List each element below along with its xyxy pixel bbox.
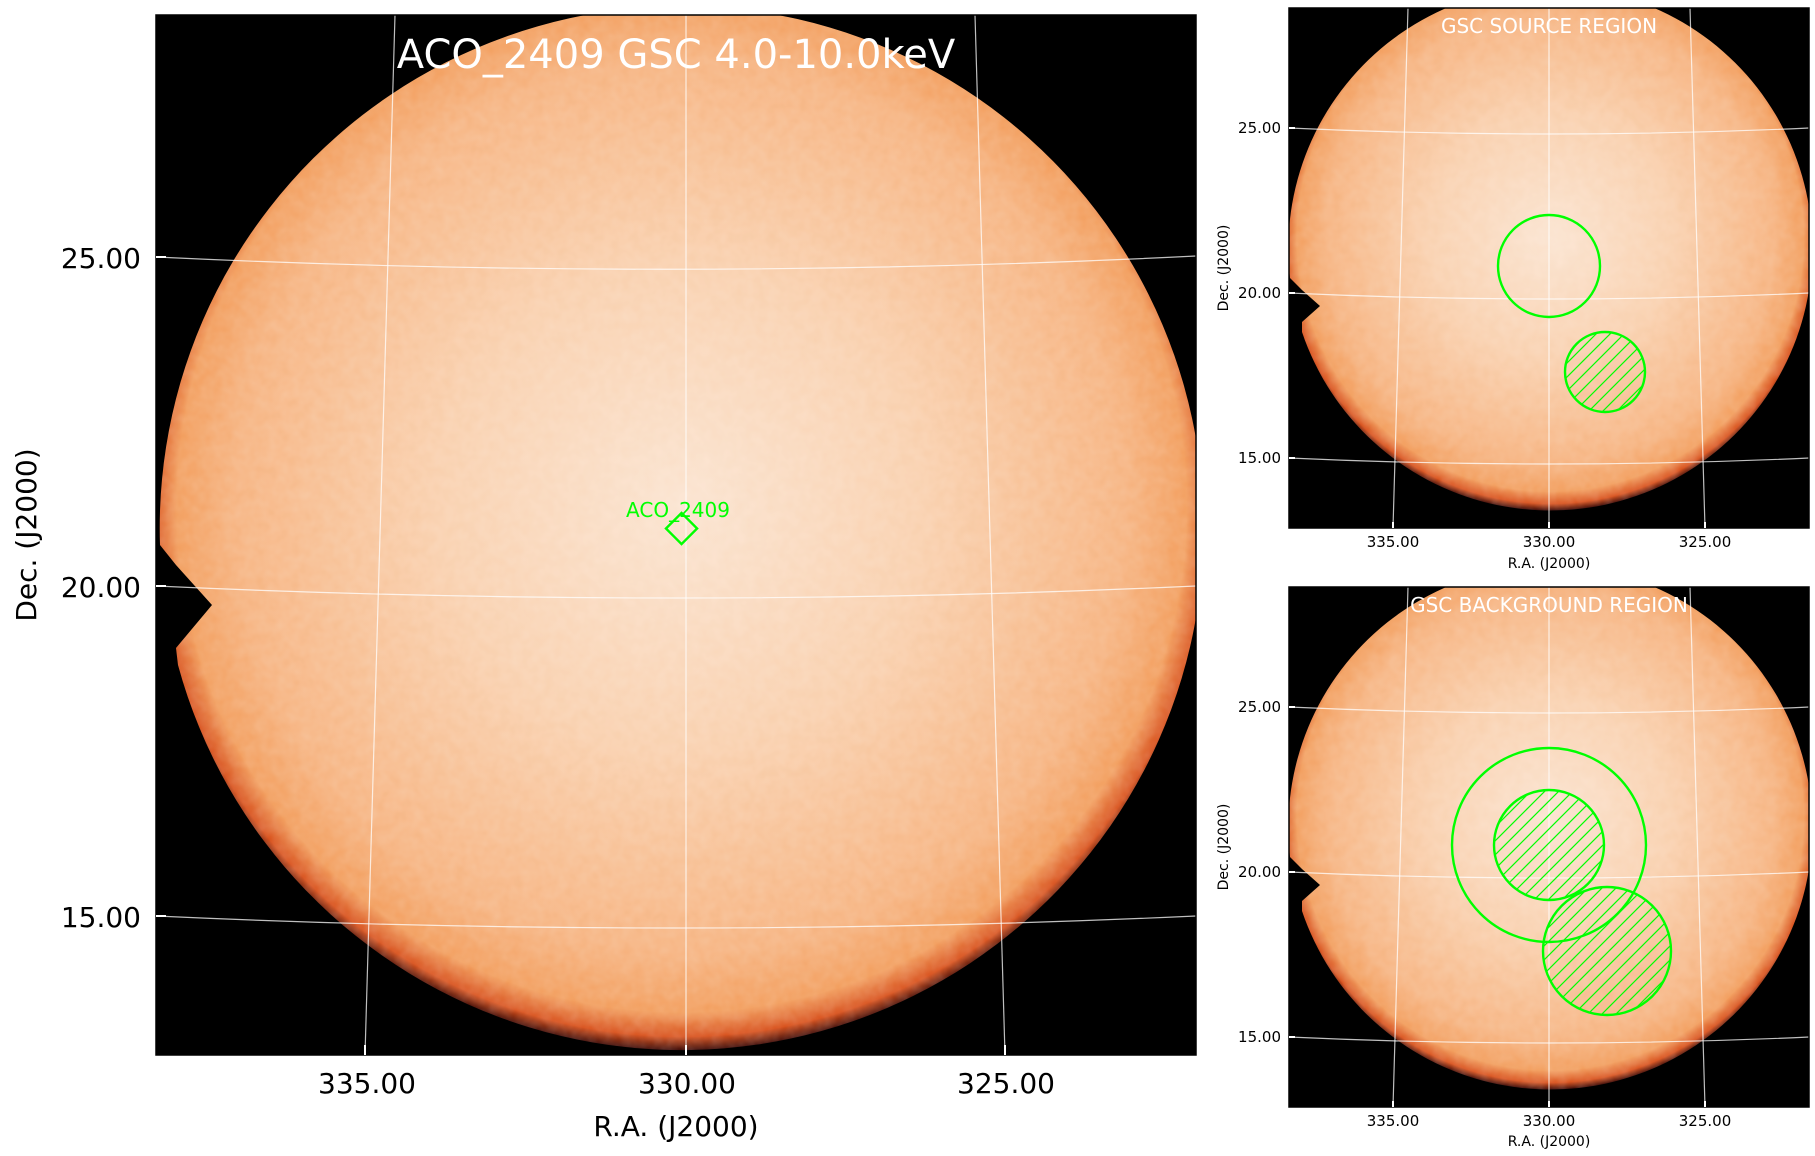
source-image [1289, 8, 1809, 528]
source-ytick-15: 15.00 [1238, 449, 1281, 467]
source-ytick-25: 25.00 [1238, 119, 1281, 137]
background-excluded-offset-hatch [1541, 885, 1673, 1017]
main-frame [155, 14, 1197, 1056]
background-excluded-source-hatch [1492, 788, 1606, 902]
source-ylabel: Dec. (J2000) [1216, 225, 1232, 312]
source-marker-diamond [664, 511, 699, 546]
source-title: GSC SOURCE REGION [1441, 14, 1657, 38]
source-xlabel: R.A. (J2000) [1508, 556, 1591, 572]
background-ylabel: Dec. (J2000) [1216, 804, 1232, 891]
main-image [156, 15, 1196, 1055]
main-ytick-20: 20.00 [61, 571, 141, 604]
source-excluded-region-hatch [1563, 330, 1647, 414]
main-panel: ACO_2409 GSC 4.0-10.0keV ACO_2409 25.00 … [10, 14, 1197, 1143]
main-xtick-325: 325.00 [957, 1067, 1055, 1100]
main-title: ACO_2409 GSC 4.0-10.0keV [397, 32, 956, 78]
source-image-noise [1289, 8, 1809, 511]
main-grid-dec-15 [156, 915, 1196, 929]
background-grid-ra-325 [1689, 587, 1706, 1107]
background-xlabel: R.A. (J2000) [1508, 1134, 1591, 1150]
main-xlabel: R.A. (J2000) [593, 1110, 758, 1143]
background-title: GSC BACKGROUND REGION [1410, 593, 1688, 617]
background-grid-ra-335 [1392, 587, 1409, 1107]
source-grid-ra-325 [1689, 8, 1706, 528]
main-xtick-335: 335.00 [318, 1067, 416, 1100]
source-ytick-20: 20.00 [1238, 284, 1281, 302]
background-xtick-325: 325.00 [1679, 1112, 1732, 1130]
background-ytick-15: 15.00 [1238, 1028, 1281, 1046]
background-panel: GSC BACKGROUND REGION 25.00 20.00 15.00 … [1216, 586, 1810, 1150]
background-image [1289, 587, 1809, 1107]
main-grid-ra-335 [364, 15, 396, 1055]
source-panel: GSC SOURCE REGION 25.00 20.00 15.00 335.… [1216, 7, 1810, 572]
source-ticks [1289, 127, 1706, 528]
main-ytick-15: 15.00 [61, 901, 141, 934]
main-image-noise [159, 15, 1196, 1051]
main-grid-ra-325 [974, 15, 1006, 1055]
source-xtick-330: 330.00 [1523, 533, 1576, 551]
background-ytick-25: 25.00 [1238, 698, 1281, 716]
background-ytick-20: 20.00 [1238, 863, 1281, 881]
source-xtick-325: 325.00 [1679, 533, 1732, 551]
main-xtick-330: 330.00 [638, 1067, 736, 1100]
main-ylabel: Dec. (J2000) [10, 448, 43, 621]
source-xtick-335: 335.00 [1367, 533, 1420, 551]
main-ytick-25: 25.00 [61, 242, 141, 275]
main-ticks [156, 256, 1006, 1055]
background-xtick-330: 330.00 [1523, 1112, 1576, 1130]
source-label: ACO_2409 [626, 498, 730, 522]
main-grid-dec-25 [156, 255, 1196, 270]
main-grid-dec-20 [156, 585, 1196, 599]
source-region-circle [1496, 213, 1602, 319]
background-xtick-335: 335.00 [1367, 1112, 1420, 1130]
background-ticks [1289, 706, 1706, 1107]
source-grid-ra-335 [1392, 8, 1409, 528]
